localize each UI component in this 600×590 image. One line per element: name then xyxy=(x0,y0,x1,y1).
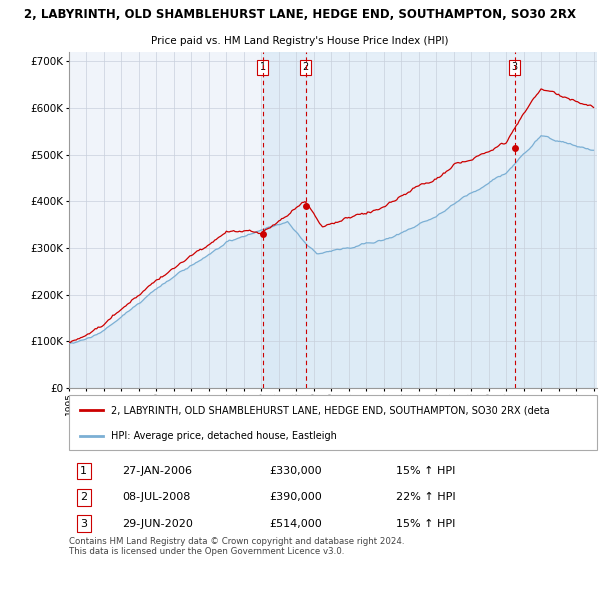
Point xyxy=(510,143,520,153)
Point xyxy=(301,201,311,211)
Text: 08-JUL-2008: 08-JUL-2008 xyxy=(122,493,190,503)
Text: 15% ↑ HPI: 15% ↑ HPI xyxy=(397,519,456,529)
Text: 29-JUN-2020: 29-JUN-2020 xyxy=(122,519,193,529)
Text: 15% ↑ HPI: 15% ↑ HPI xyxy=(397,466,456,476)
Text: 3: 3 xyxy=(512,62,518,72)
Point xyxy=(258,230,268,239)
Text: 2, LABYRINTH, OLD SHAMBLEHURST LANE, HEDGE END, SOUTHAMPTON, SO30 2RX: 2, LABYRINTH, OLD SHAMBLEHURST LANE, HED… xyxy=(24,8,576,21)
Text: 22% ↑ HPI: 22% ↑ HPI xyxy=(397,493,456,503)
Text: 3: 3 xyxy=(80,519,87,529)
Bar xyxy=(263,52,306,388)
Bar xyxy=(306,52,597,388)
Text: Contains HM Land Registry data © Crown copyright and database right 2024.
This d: Contains HM Land Registry data © Crown c… xyxy=(69,537,404,556)
Text: £514,000: £514,000 xyxy=(269,519,322,529)
Text: £390,000: £390,000 xyxy=(269,493,322,503)
Text: 2, LABYRINTH, OLD SHAMBLEHURST LANE, HEDGE END, SOUTHAMPTON, SO30 2RX (deta: 2, LABYRINTH, OLD SHAMBLEHURST LANE, HED… xyxy=(111,405,550,415)
Text: 1: 1 xyxy=(260,62,266,72)
Text: 2: 2 xyxy=(302,62,309,72)
Text: HPI: Average price, detached house, Eastleigh: HPI: Average price, detached house, East… xyxy=(111,431,337,441)
Text: 2: 2 xyxy=(80,493,88,503)
Text: 27-JAN-2006: 27-JAN-2006 xyxy=(122,466,192,476)
FancyBboxPatch shape xyxy=(69,395,597,450)
Text: 1: 1 xyxy=(80,466,87,476)
Text: £330,000: £330,000 xyxy=(269,466,322,476)
Text: Price paid vs. HM Land Registry's House Price Index (HPI): Price paid vs. HM Land Registry's House … xyxy=(151,35,449,45)
